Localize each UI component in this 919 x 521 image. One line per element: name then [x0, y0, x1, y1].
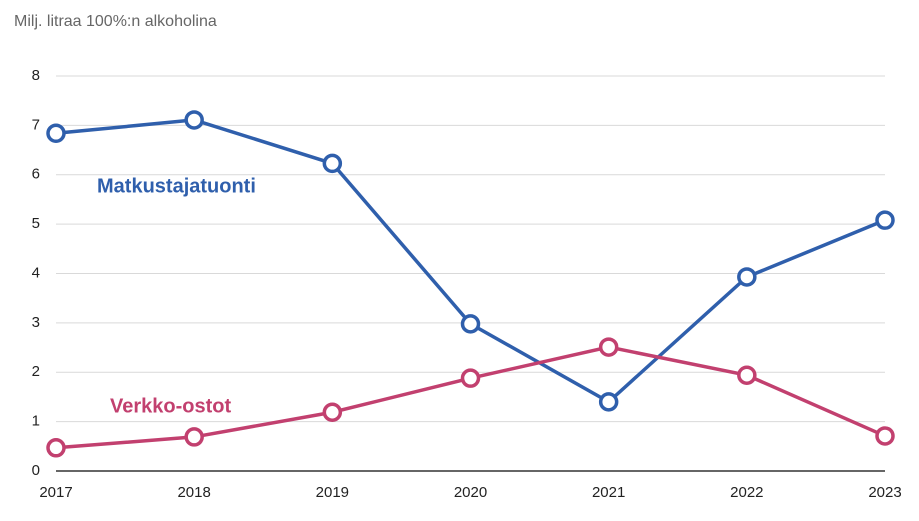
data-point [737, 267, 757, 287]
data-point [598, 392, 619, 412]
y-tick-label: 8 [32, 67, 40, 84]
data-point [875, 426, 895, 446]
data-point [460, 314, 481, 334]
data-point [460, 368, 481, 388]
x-tick-label: 2017 [39, 484, 72, 501]
data-point [598, 337, 619, 357]
data-point [322, 402, 343, 422]
y-tick-label: 4 [32, 264, 40, 281]
series-label: Matkustajatuonti [97, 175, 256, 197]
y-tick-label: 3 [32, 314, 40, 331]
data-point [46, 438, 66, 458]
x-tick-label: 2020 [454, 484, 487, 501]
data-point [184, 427, 204, 447]
y-tick-label: 5 [32, 215, 40, 232]
y-tick-label: 7 [32, 116, 40, 133]
y-tick-label: 2 [32, 363, 40, 380]
x-tick-label: 2022 [730, 484, 763, 501]
y-tick-label: 0 [32, 462, 40, 479]
x-tick-label: 2018 [177, 484, 210, 501]
x-tick-label: 2023 [868, 484, 901, 501]
data-point [737, 365, 757, 385]
chart-title: Milj. litraa 100%:n alkoholina [14, 13, 217, 30]
data-point [322, 153, 343, 174]
x-tick-label: 2021 [592, 484, 625, 501]
series-line [55, 118, 886, 405]
x-tick-label: 2019 [316, 484, 349, 501]
y-tick-label: 6 [32, 166, 40, 183]
y-tick-label: 1 [32, 413, 40, 430]
series-label: Verkko-ostot [110, 395, 231, 417]
data-point [875, 210, 895, 230]
data-point [184, 110, 204, 130]
data-point [46, 123, 66, 144]
